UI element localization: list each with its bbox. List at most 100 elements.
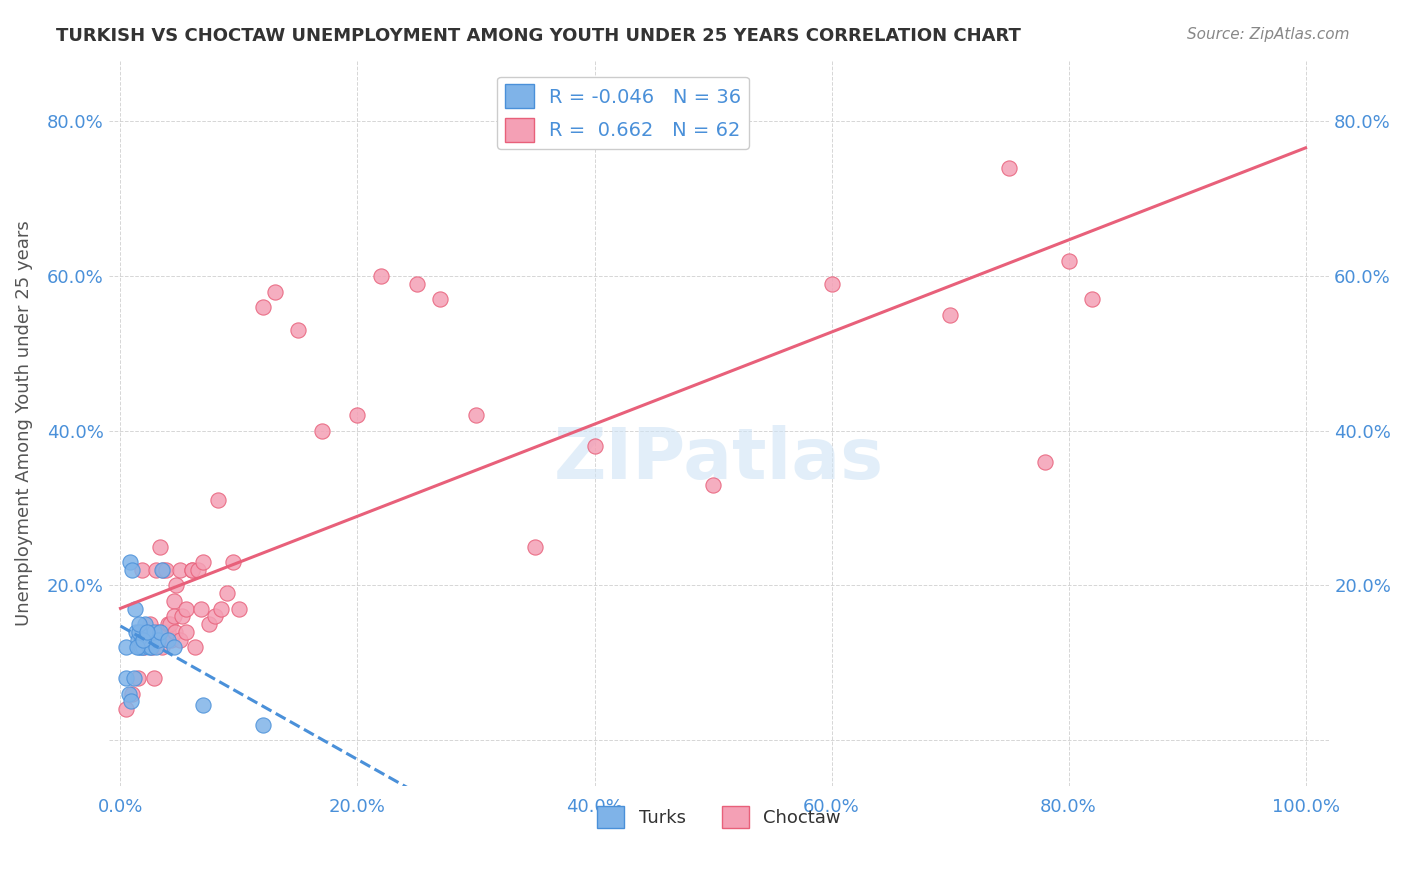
Point [346, 409, 368, 423]
Point [139, 632, 162, 647]
Point [153, 624, 176, 639]
Point [150, 640, 173, 655]
Point [370, 269, 392, 284]
Point [311, 424, 333, 438]
Point [252, 717, 274, 731]
Point [141, 640, 163, 655]
Point [193, 555, 215, 569]
Point [148, 624, 170, 639]
Point [156, 624, 179, 639]
Point [134, 640, 156, 655]
Point [193, 698, 215, 713]
Point [204, 609, 226, 624]
Point [121, 563, 143, 577]
Point [287, 323, 309, 337]
Point [169, 632, 191, 647]
Point [184, 640, 207, 655]
Point [136, 632, 159, 647]
Point [163, 609, 186, 624]
Point [118, 555, 141, 569]
Point [186, 563, 208, 577]
Point [465, 409, 488, 423]
Point [998, 161, 1021, 175]
Point [405, 277, 427, 291]
Point [149, 632, 172, 647]
Point [135, 624, 157, 639]
Point [134, 617, 156, 632]
Legend: Turks, Choctaw: Turks, Choctaw [591, 799, 848, 836]
Point [115, 702, 138, 716]
Point [165, 578, 187, 592]
Point [138, 640, 160, 655]
Point [163, 624, 186, 639]
Point [209, 601, 232, 615]
Point [263, 285, 285, 299]
Point [159, 617, 181, 632]
Point [156, 632, 179, 647]
Point [139, 632, 162, 647]
Point [132, 632, 155, 647]
Point [169, 563, 191, 577]
Point [524, 540, 547, 554]
Point [142, 671, 165, 685]
Point [155, 563, 177, 577]
Point [127, 671, 149, 685]
Point [124, 601, 146, 615]
Point [128, 640, 150, 655]
Text: Source: ZipAtlas.com: Source: ZipAtlas.com [1187, 27, 1350, 42]
Point [163, 640, 186, 655]
Point [174, 601, 197, 615]
Point [939, 308, 962, 322]
Y-axis label: Unemployment Among Youth under 25 years: Unemployment Among Youth under 25 years [15, 220, 32, 626]
Point [128, 617, 150, 632]
Point [149, 624, 172, 639]
Point [1057, 253, 1080, 268]
Point [222, 555, 245, 569]
Point [132, 640, 155, 655]
Point [129, 640, 152, 655]
Point [145, 640, 167, 655]
Point [142, 624, 165, 639]
Point [127, 632, 149, 647]
Point [135, 632, 157, 647]
Point [150, 563, 173, 577]
Point [134, 632, 156, 647]
Point [702, 478, 724, 492]
Point [217, 586, 239, 600]
Point [156, 617, 179, 632]
Point [115, 671, 138, 685]
Point [125, 624, 148, 639]
Point [174, 624, 197, 639]
Point [1081, 293, 1104, 307]
Point [131, 624, 153, 639]
Point [163, 594, 186, 608]
Point [583, 439, 606, 453]
Point [152, 563, 174, 577]
Point [149, 540, 172, 554]
Point [228, 601, 250, 615]
Text: TURKISH VS CHOCTAW UNEMPLOYMENT AMONG YOUTH UNDER 25 YEARS CORRELATION CHART: TURKISH VS CHOCTAW UNEMPLOYMENT AMONG YO… [56, 27, 1021, 45]
Point [207, 493, 229, 508]
Point [172, 609, 194, 624]
Point [139, 617, 162, 632]
Point [820, 277, 842, 291]
Point [141, 640, 163, 655]
Point [125, 640, 148, 655]
Point [180, 563, 202, 577]
Point [121, 687, 143, 701]
Point [145, 563, 167, 577]
Point [128, 624, 150, 639]
Point [180, 563, 202, 577]
Point [131, 563, 153, 577]
Point [252, 300, 274, 314]
Point [118, 687, 141, 701]
Point [135, 624, 157, 639]
Point [1033, 455, 1056, 469]
Point [115, 640, 138, 655]
Point [148, 632, 170, 647]
Point [190, 601, 212, 615]
Point [131, 632, 153, 647]
Point [122, 671, 145, 685]
Point [120, 694, 142, 708]
Point [160, 632, 183, 647]
